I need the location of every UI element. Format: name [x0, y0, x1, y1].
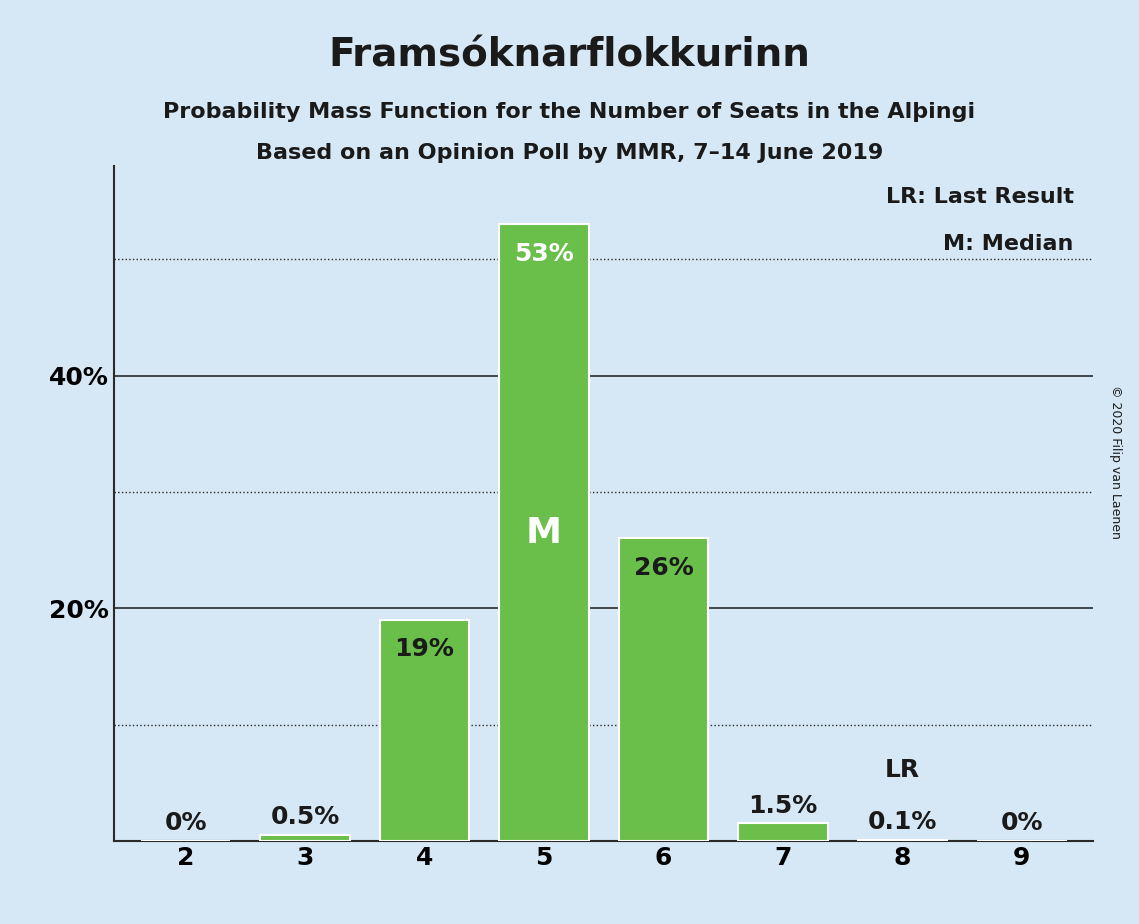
Text: 53%: 53%	[514, 242, 574, 266]
Text: LR: LR	[885, 758, 920, 782]
Bar	[499, 225, 589, 841]
Text: 0%: 0%	[1000, 811, 1043, 835]
Bar	[379, 620, 469, 841]
Text: Framsóknarflokkurinn: Framsóknarflokkurinn	[328, 37, 811, 75]
Text: LR: Last Result: LR: Last Result	[886, 187, 1074, 207]
Text: Probability Mass Function for the Number of Seats in the Alþingi: Probability Mass Function for the Number…	[163, 102, 976, 122]
Text: 0%: 0%	[164, 811, 207, 835]
Bar	[260, 835, 350, 841]
Text: M: Median: M: Median	[943, 234, 1074, 254]
Bar	[858, 840, 948, 841]
Text: © 2020 Filip van Laenen: © 2020 Filip van Laenen	[1109, 385, 1122, 539]
Text: M: M	[526, 516, 562, 550]
Text: Based on an Opinion Poll by MMR, 7–14 June 2019: Based on an Opinion Poll by MMR, 7–14 Ju…	[256, 143, 883, 164]
Text: 1.5%: 1.5%	[748, 794, 818, 818]
Bar	[738, 823, 828, 841]
Text: 0.5%: 0.5%	[270, 805, 339, 829]
Bar	[618, 539, 708, 841]
Text: 19%: 19%	[394, 638, 454, 662]
Text: 0.1%: 0.1%	[868, 809, 937, 833]
Text: 26%: 26%	[633, 556, 694, 580]
